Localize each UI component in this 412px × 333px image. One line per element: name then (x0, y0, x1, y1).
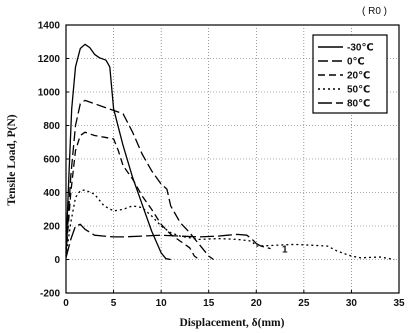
y-tick-label: 600 (43, 155, 60, 166)
x-tick-label: 25 (298, 298, 310, 309)
y-tick-label: 400 (43, 188, 60, 199)
y-tick-label: 1200 (38, 54, 61, 65)
series-3-legend-label: 20℃ (347, 71, 370, 82)
series-4-legend-label: 50℃ (347, 85, 370, 96)
x-axis-title: Displacement, δ(mm) (180, 317, 285, 329)
y-tick-label: 0 (54, 255, 60, 266)
y-tick-label: 200 (43, 222, 60, 233)
x-tick-label: 20 (251, 298, 263, 309)
x-tick-labels: 0 5 10 15 20 25 30 35 (63, 290, 405, 309)
series-2-legend-label: 0℃ (347, 57, 365, 68)
series-2-line (65, 99, 214, 261)
x-tick-label: 30 (346, 298, 358, 309)
figure-label: ( R0 ) (362, 6, 387, 17)
series-4-line (65, 189, 395, 261)
series-1-legend-label: -30℃ (347, 43, 374, 54)
series-5-line (65, 223, 271, 258)
y-tick-labels: -200 0 200 400 600 800 1000 1200 1400 (38, 21, 69, 300)
legend-box (312, 34, 388, 114)
annotation-label: 1 (282, 245, 288, 256)
y-tick-label: 800 (43, 121, 60, 132)
data-series (65, 43, 395, 261)
y-tick-label: 1400 (38, 21, 61, 32)
legend: -30℃ 0℃ 20℃ 50℃ 80℃ (312, 34, 388, 114)
y-axis-title: Tensile Load, P(N) (6, 114, 18, 205)
x-tick-label: 5 (111, 298, 117, 309)
x-tick-label: 10 (156, 298, 168, 309)
series-3-line (65, 131, 200, 261)
y-tick-label: -200 (40, 289, 60, 300)
series-5-legend-label: 80℃ (347, 99, 370, 110)
x-tick-label: 0 (63, 298, 69, 309)
x-tick-label: 15 (203, 298, 215, 309)
series-1-line (65, 43, 171, 261)
x-tick-label: 35 (393, 298, 405, 309)
legend-items: -30℃ 0℃ 20℃ 50℃ 80℃ (318, 43, 374, 110)
y-tick-label: 1000 (38, 88, 61, 99)
